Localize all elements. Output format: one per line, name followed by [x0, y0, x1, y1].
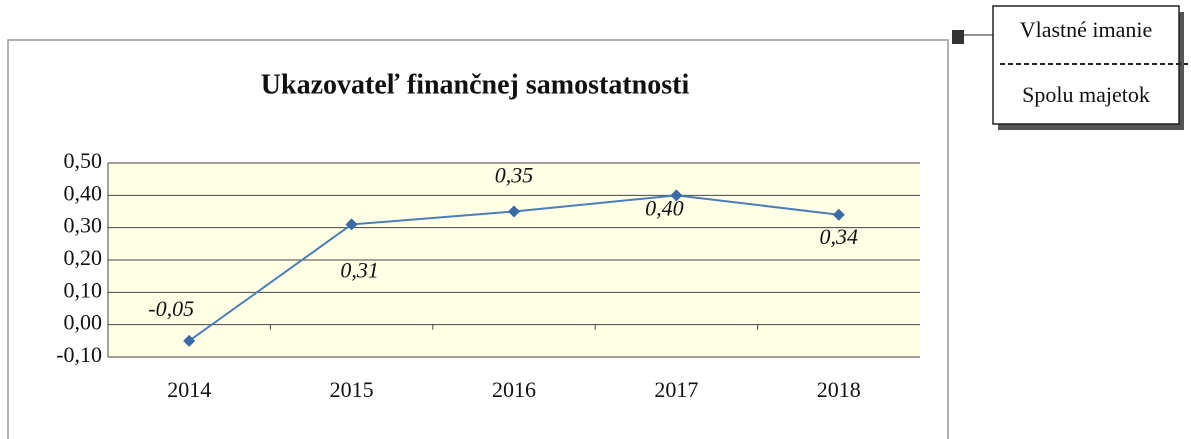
x-tick-label: 2015 [330, 377, 374, 402]
y-tick-label: -0,10 [56, 342, 102, 367]
chart-title: Ukazovateľ finančnej samostatnosti [261, 69, 690, 100]
marker [345, 218, 358, 231]
y-tick-label: 0,00 [64, 310, 103, 335]
marker [183, 334, 196, 347]
y-tick-label: 0,20 [64, 245, 103, 270]
y-tick-label: 0,40 [64, 180, 103, 205]
formula-denominator: Spolu majetok [1022, 82, 1150, 107]
data-label: 0,34 [820, 224, 859, 249]
data-label: 0,40 [645, 195, 684, 220]
y-tick-label: 0,30 [64, 213, 103, 238]
data-label: -0,05 [148, 296, 194, 321]
marker [508, 205, 520, 218]
data-label: 0,31 [340, 257, 379, 282]
x-tick-label: 2018 [817, 377, 861, 402]
formula-numerator: Vlastné imanie [1020, 17, 1153, 42]
legend-marker [952, 30, 964, 44]
data-label: 0,35 [495, 163, 534, 188]
x-tick-label: 2016 [492, 377, 536, 402]
x-tick-label: 2014 [167, 377, 211, 402]
marker [832, 208, 845, 221]
y-tick-label: 0,10 [64, 277, 103, 302]
marker [670, 189, 683, 202]
x-tick-label: 2017 [654, 377, 698, 402]
y-tick-label: 0,50 [64, 148, 103, 173]
